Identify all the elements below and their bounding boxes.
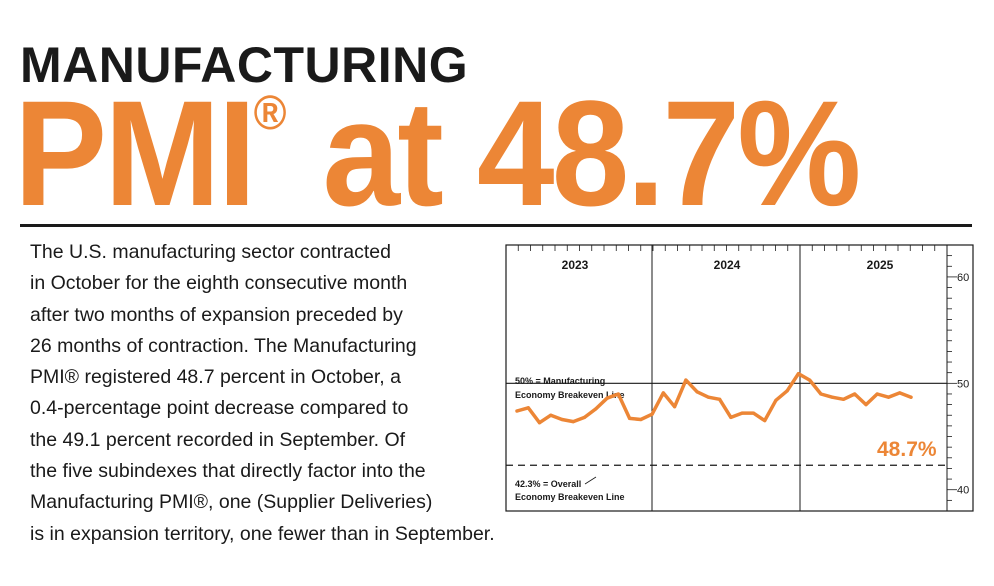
body-line: the five subindexes that directly factor… [30,460,426,483]
body-line: Manufacturing PMI®, one (Supplier Delive… [30,491,433,514]
pmi-data-point [684,378,688,382]
body-line: PMI® registered 48.7 percent in October,… [30,366,401,389]
pmi-data-point [751,411,755,415]
breakeven-42-label-1: 42.3% = Overall [515,479,581,489]
breakeven-50-label-2: Economy Breakeven Line [515,390,625,400]
registered-mark: ® [253,87,287,140]
top-ticks [505,245,948,251]
pmi-data-point [673,405,677,409]
pmi-data-point [808,378,812,382]
breakeven-50-label-1: 50% = Manufacturing [515,376,605,386]
pmi-data-point [785,389,789,393]
pmi-data-point [549,413,553,417]
pmi-data-point [796,372,801,376]
pmi-data-point [582,415,587,419]
label-leader-line [584,476,597,485]
body-line: 0.4-percentage point decrease compared t… [30,397,409,420]
body-line: in October for the eighth consecutive mo… [30,272,408,295]
headline: PMI® at 48.7% [14,78,861,228]
headline-rest: at 48.7% [286,69,862,237]
pmi-data-point [616,392,620,396]
pmi-data-point [841,397,846,401]
chart-frame [505,244,974,512]
pmi-data-point [661,391,665,395]
pmi-data-point [718,397,722,401]
pmi-data-point [650,412,654,416]
year-label-2025: 2025 [867,258,894,272]
body-line: is in expansion territory, one fewer tha… [30,522,495,545]
pmi-data-point [639,417,643,422]
pmi-data-point [774,398,778,402]
pmi-chart: 2023 2024 2025 60 50 40 50% = Manufactur… [505,243,975,513]
pmi-data-point [695,390,699,394]
body-line: The U.S. manufacturing sector contracted [30,241,391,263]
y-tick-label: 60 [957,272,969,284]
breakeven-42-label-2: Economy Breakeven Line [515,492,625,502]
y-ticks [947,244,957,512]
pmi-data-point [898,391,902,395]
y-tick-label: 50 [957,378,969,390]
body-line: 26 months of contraction. The Manufactur… [30,334,417,357]
year-label-2024: 2024 [714,258,741,272]
pmi-data-point [864,403,868,407]
pmi-series-points [515,372,913,425]
pmi-data-point [526,406,530,410]
body-line: after two months of expansion preceded b… [30,303,403,326]
pmi-data-point [830,395,834,399]
year-label-2023: 2023 [562,258,589,272]
body-paragraph: The U.S. manufacturing sector contracted… [30,237,570,550]
pmi-data-point [740,411,744,415]
body-line: the 49.1 percent recorded in September. … [30,428,406,451]
pmi-data-point [515,409,519,413]
kicker-title: MANUFACTURING [20,37,469,93]
y-tick-label: 40 [957,485,969,497]
pmi-data-point [909,395,913,399]
header-divider [20,224,972,227]
pmi-data-point [853,392,857,396]
pmi-data-point [605,396,609,400]
pmi-data-point [537,421,542,425]
headline-main: PMI [14,69,256,237]
latest-value-annotation: 48.7% [877,438,937,461]
pmi-data-point [706,395,710,399]
pmi-data-point [560,417,564,422]
pmi-data-point [729,415,733,419]
pmi-data-point [627,416,632,421]
pmi-data-point [594,407,598,411]
pmi-data-point [875,392,879,396]
pmi-data-point [571,420,575,424]
pmi-chart-svg: 2023 2024 2025 60 50 40 50% = Manufactur… [505,244,974,512]
pmi-data-point [819,392,823,396]
pmi-data-point [886,395,891,399]
pmi-data-point [763,418,767,423]
pmi-series-line [515,371,913,425]
